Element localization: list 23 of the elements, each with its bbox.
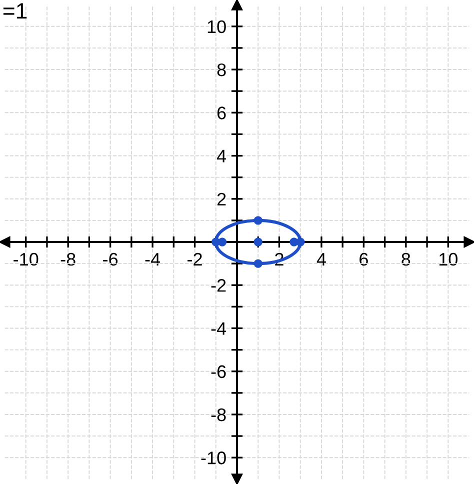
point xyxy=(254,238,262,246)
y-tick-label: 8 xyxy=(217,63,226,76)
y-tick-label: -6 xyxy=(211,365,226,378)
point xyxy=(254,216,262,225)
x-tick-label: 4 xyxy=(316,253,326,266)
y-tick-label: 10 xyxy=(208,20,226,34)
annotation: =1 xyxy=(3,3,27,19)
y-tick-label: 4 xyxy=(216,150,226,162)
y-tick-label: -2 xyxy=(211,279,226,292)
x-tick-label: -4 xyxy=(145,253,160,266)
x-tick-label: -10 xyxy=(14,252,38,266)
y-tick-label: 6 xyxy=(217,106,226,120)
y-tick-label: -4 xyxy=(211,322,226,335)
y-tick-label: -8 xyxy=(211,408,226,422)
x-tick-label: 8 xyxy=(402,252,410,266)
x-tick-label: 10 xyxy=(439,252,458,266)
x-tick-label: -6 xyxy=(103,252,118,266)
y-tick-label: 2 xyxy=(217,192,226,206)
x-tick-label: 6 xyxy=(360,252,368,266)
x-tick-label: -2 xyxy=(188,252,202,266)
point xyxy=(254,259,262,268)
y-tick-label: -10 xyxy=(201,452,226,464)
x-tick-label: -8 xyxy=(60,252,76,266)
